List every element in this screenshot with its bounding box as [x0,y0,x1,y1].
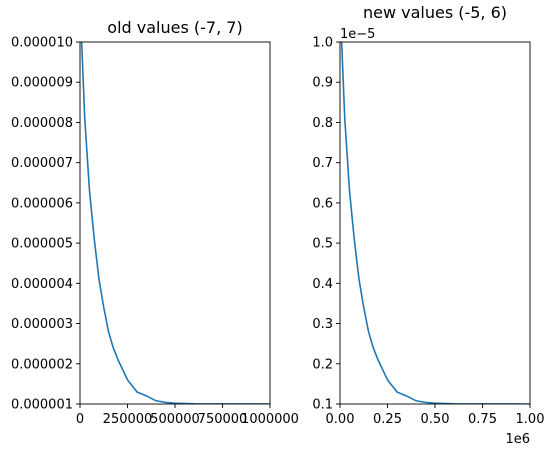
y-tick-label: 0.000007 [11,156,73,171]
y-tick-label: 0.7 [312,156,333,171]
x-tick-label: 0.00 [326,412,355,427]
y-tick-label: 0.9 [312,76,333,91]
series-line-1 [80,42,270,404]
y-tick-label: 0.000005 [11,237,73,252]
y-tick-label: 0.8 [312,116,333,131]
x-tick-label: 250000 [103,412,153,427]
x-tick-label: 500000 [150,412,200,427]
y-tick-label: 0.000002 [11,357,73,372]
chart-panel-1: 0.000001 0.000002 0.000003 0.000004 0.000005… [11,18,299,427]
y-tick-label: 0.000009 [11,76,73,91]
plot-frame [79,41,271,405]
y-tick-label: 0.000004 [11,277,73,292]
x-tick-label: 0.75 [468,412,497,427]
y-tick-label: 0.3 [312,317,333,332]
y-tick-label: 0.000006 [11,196,73,211]
y-tick-label: 1.0 [312,36,333,51]
plot-frame [339,41,531,405]
x-tick-label: 0 [76,412,84,427]
y-tick-label: 0.000001 [11,398,73,413]
x-tick-label: 0.25 [373,412,402,427]
x-tick-label: 750000 [198,412,248,427]
series-line-1 [340,42,530,404]
y-tick-label: 0.1 [312,398,333,413]
y-tick-label: 0.000003 [11,317,73,332]
chart-panel-2: 0.1 0.2 0.3 0.4 0.5 0.6 0.7 0.8 0.9 1.0 0.00 0.25 0.… [312,3,545,447]
y-tick-label: 0.6 [312,196,333,211]
y-tick-label: 0.2 [312,357,333,372]
y-offset-label: 1e−5 [340,27,375,42]
x-tick-label: 1.00 [516,412,545,427]
y-tick-label: 0.000008 [11,116,73,131]
x-tick-label: 1000000 [241,412,299,427]
chart-title: old values (-7, 7) [107,18,242,37]
chart-title: new values (-5, 6) [363,3,507,22]
y-tick-label: 0.4 [312,277,333,292]
y-tick-label: 0.000010 [11,36,73,51]
y-tick-label: 0.5 [312,237,333,252]
x-offset-label: 1e6 [505,432,530,447]
x-tick-label: 0.50 [421,412,450,427]
